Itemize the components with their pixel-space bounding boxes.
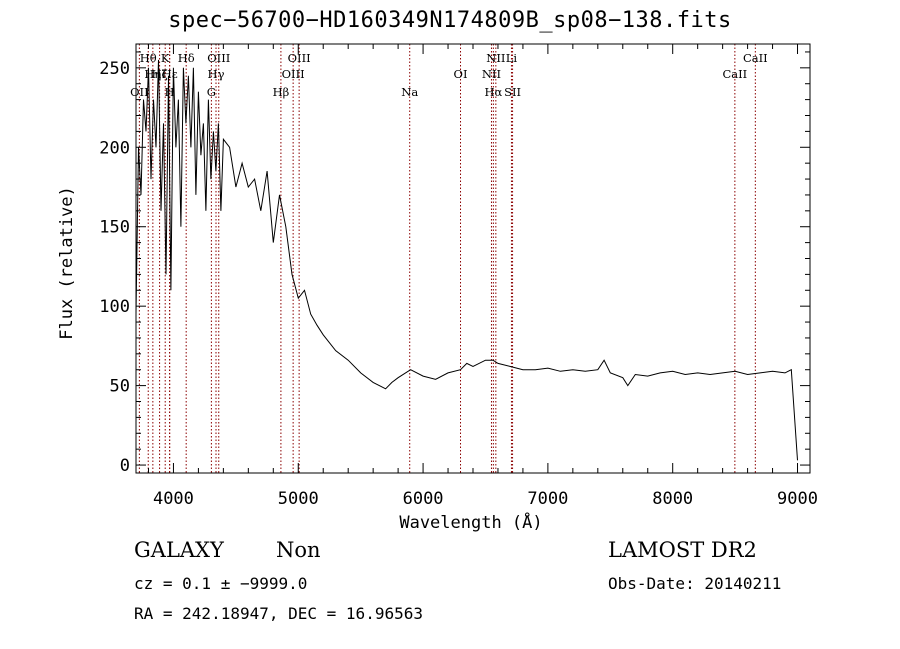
- y-tick-label: 250: [99, 59, 130, 79]
- x-axis-label: Wavelength (Å): [399, 511, 542, 533]
- chart-title: spec−56700−HD160349N174809B_sp08−138.fit…: [168, 8, 732, 33]
- coordinates: RA = 242.18947, DEC = 16.96563: [134, 604, 423, 623]
- emission-line-label: NII: [486, 51, 505, 65]
- x-tick-label: 8000: [652, 489, 693, 509]
- emission-line-label: G: [207, 85, 216, 99]
- emission-line-label: Hη: [144, 67, 161, 81]
- object-subclass: Non: [276, 538, 321, 562]
- emission-line-label: CaII: [722, 67, 747, 81]
- emission-line-label: Hζ: [151, 67, 167, 81]
- y-axis-ticks: 0 50 100 150 200 250: [99, 51, 810, 476]
- emission-line-label: CaII: [743, 51, 768, 65]
- y-axis-label: Flux (relative): [57, 186, 77, 340]
- emission-line-label: H: [165, 85, 175, 99]
- emission-line-label: OIII: [288, 51, 311, 65]
- emission-line-label: OII: [130, 85, 149, 99]
- y-tick-label: 0: [120, 456, 130, 476]
- x-tick-label: 5000: [278, 489, 319, 509]
- x-axis-ticks: 4000 5000 6000 7000 8000 9000: [147, 44, 818, 509]
- y-tick-label: 50: [110, 377, 130, 397]
- y-tick-label: 200: [99, 138, 130, 158]
- emission-line-label: OI: [454, 67, 468, 81]
- emission-line-markers: [138, 44, 756, 473]
- emission-line-label: Hδ: [178, 51, 195, 65]
- emission-line-label: K: [161, 51, 170, 65]
- redshift-text: cz = 0.1 ± −9999.0: [134, 574, 308, 593]
- y-tick-label: 100: [99, 297, 130, 317]
- emission-line-label: OIII: [207, 51, 230, 65]
- x-tick-label: 6000: [403, 489, 444, 509]
- plot-frame: [135, 43, 811, 474]
- emission-line-label: Hα: [484, 85, 502, 99]
- emission-line-label: NII: [482, 67, 501, 81]
- emission-line-label: SII: [504, 85, 521, 99]
- emission-line-label: Hβ: [273, 85, 290, 99]
- emission-line-label: Hθ: [140, 51, 157, 65]
- emission-line-label: Na: [401, 85, 418, 99]
- emission-line-label: Li: [506, 51, 518, 65]
- spectrum-line: [135, 59, 798, 461]
- x-tick-label: 9000: [777, 489, 818, 509]
- emission-line-label: OIII: [282, 67, 305, 81]
- x-tick-label: 4000: [153, 489, 194, 509]
- obs-date: Obs-Date: 20140211: [608, 574, 782, 593]
- emission-line-label: Hε: [162, 67, 178, 81]
- survey-label: LAMOST DR2: [608, 538, 757, 562]
- y-tick-label: 150: [99, 218, 130, 238]
- object-class: GALAXY: [134, 538, 224, 562]
- spectrum-chart: 4000 5000 6000 7000 8000 9000 0 50 100 150 200 250…: [57, 43, 818, 533]
- emission-line-label: Hγ: [208, 67, 225, 81]
- x-tick-label: 7000: [527, 489, 568, 509]
